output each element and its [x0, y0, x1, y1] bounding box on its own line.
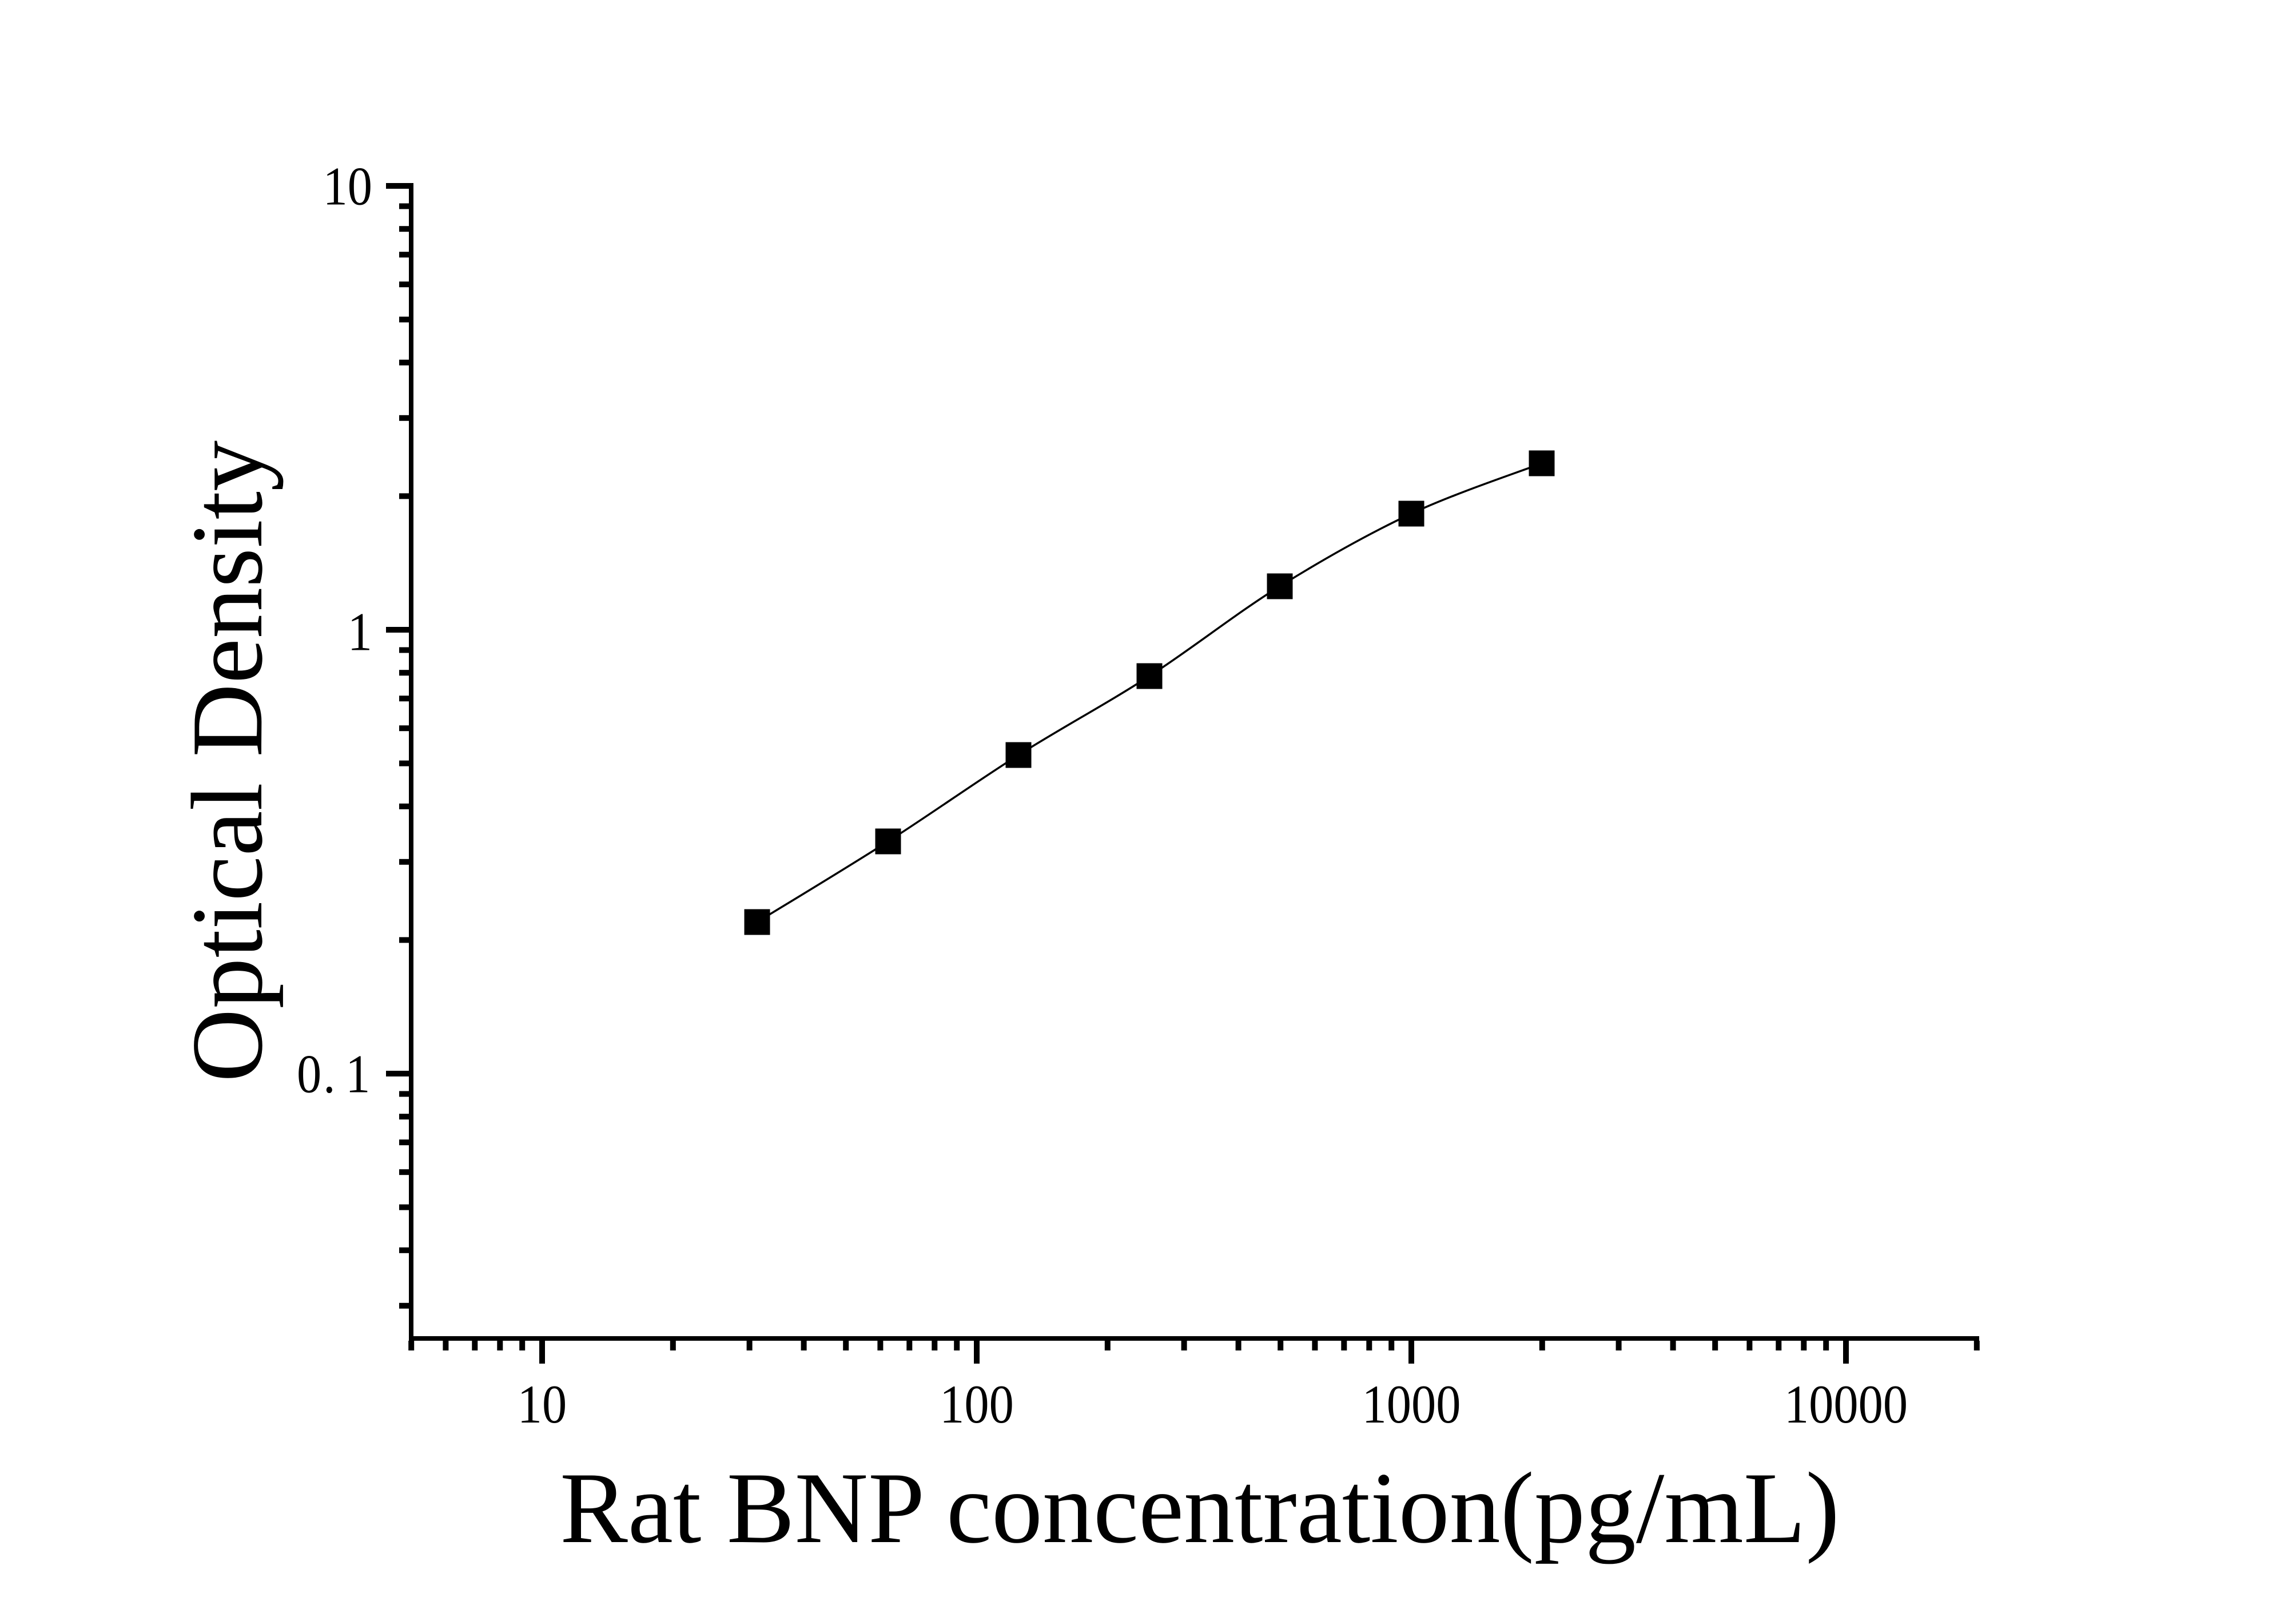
- svg-text:10000: 10000: [1784, 1374, 1908, 1435]
- svg-text:Optical Density: Optical Density: [170, 440, 284, 1082]
- svg-text:100: 100: [940, 1374, 1014, 1435]
- svg-text:1000: 1000: [1362, 1374, 1461, 1435]
- svg-text:1: 1: [348, 602, 372, 662]
- svg-text:0.1: 0. 1: [297, 1044, 371, 1105]
- svg-text:10: 10: [323, 156, 372, 217]
- svg-text:Rat BNP concentration(pg/mL): Rat BNP concentration(pg/mL): [560, 1451, 1840, 1564]
- svg-text:10: 10: [518, 1374, 567, 1435]
